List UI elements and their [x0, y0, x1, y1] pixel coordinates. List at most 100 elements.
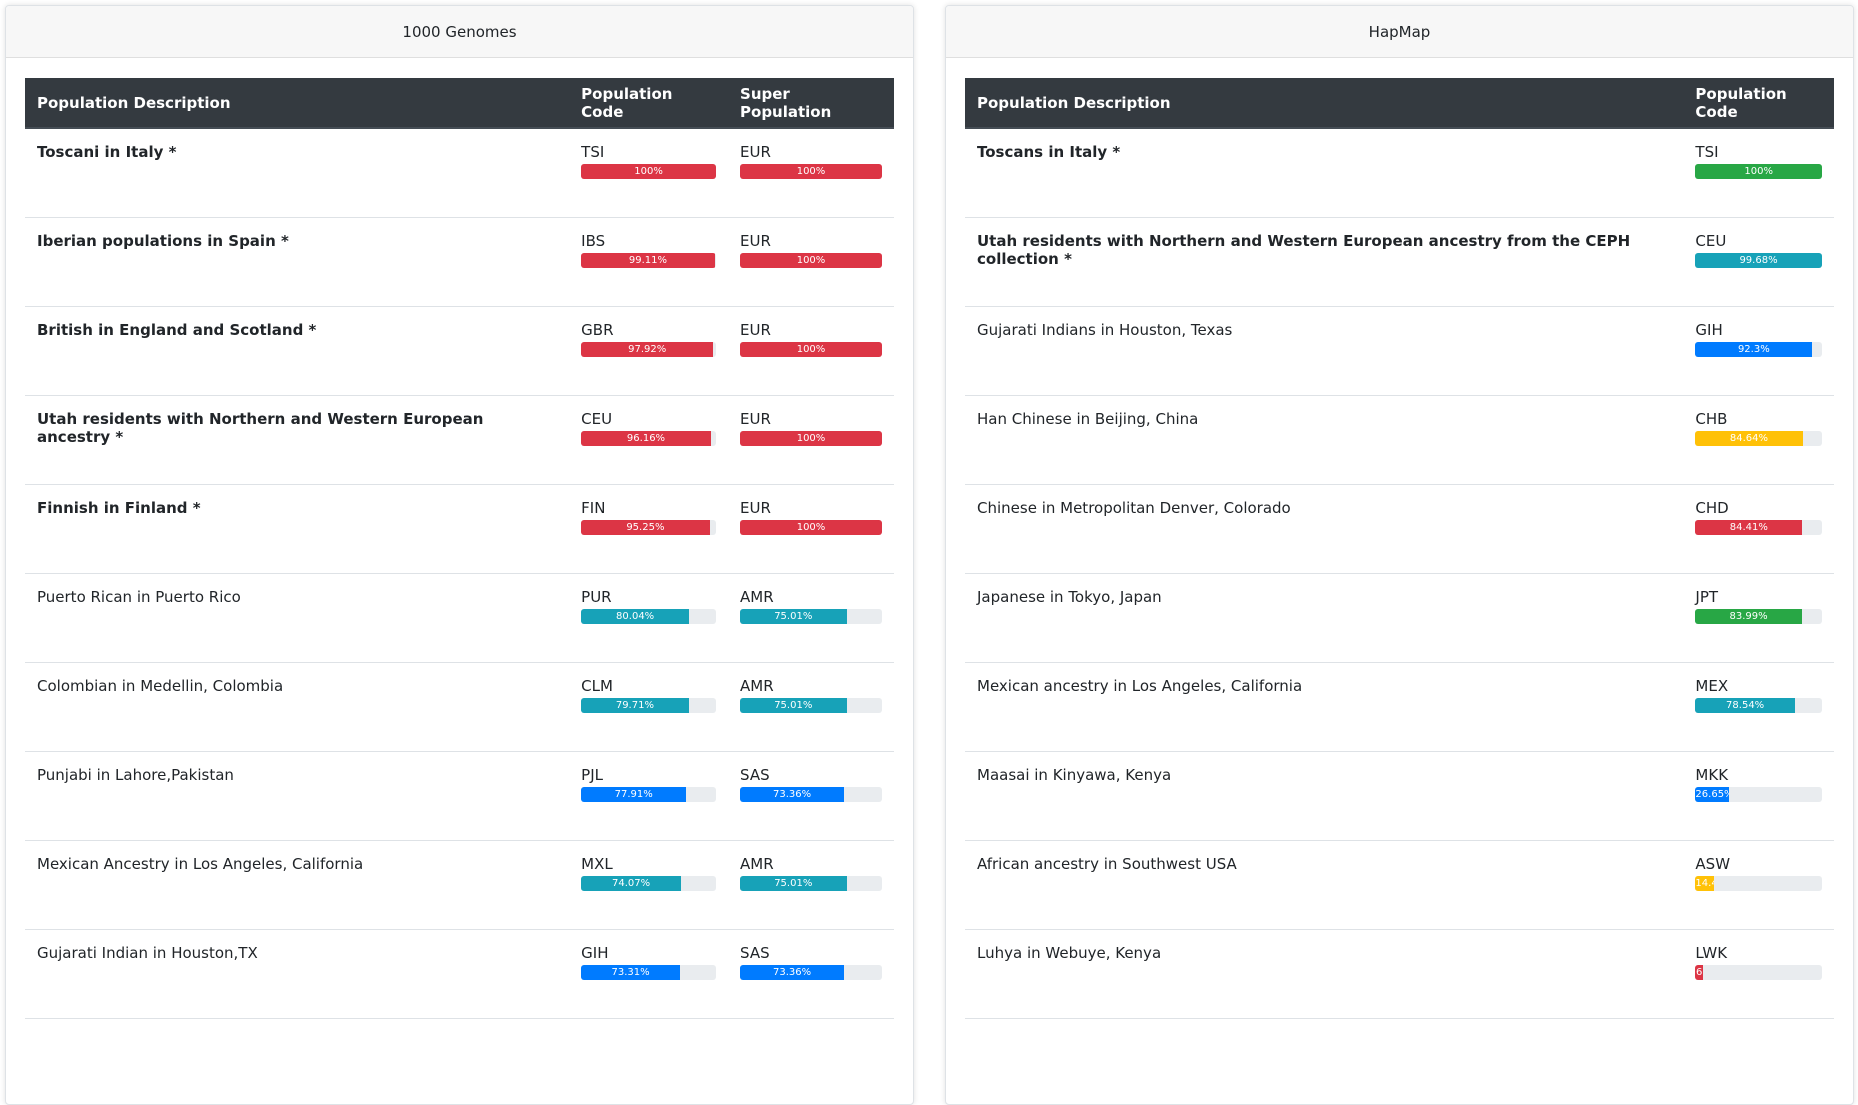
- match-progress-bar: 96.16%: [581, 430, 711, 446]
- match-progress-bar: 79.71%: [581, 697, 689, 713]
- panel-hapmap: HapMap Population Description Population…: [945, 5, 1854, 1105]
- table-row: Japanese in Tokyo, Japan JPT 83.99%: [965, 573, 1834, 663]
- match-progress-bar: 92.3%: [1695, 341, 1813, 357]
- population-code: GIH: [581, 943, 609, 962]
- match-progress-bar: 97.92%: [581, 341, 714, 357]
- population-code-cell: TSI 100%: [1683, 128, 1834, 218]
- population-code: CLM: [581, 676, 613, 695]
- match-progress-bar: 99.68%: [1695, 252, 1822, 268]
- population-code-cell: CEU 96.16%: [569, 395, 729, 485]
- match-progress: 78.54%: [1695, 697, 1822, 713]
- table-row: Toscani in Italy * TSI 100% EUR 100%: [25, 128, 894, 218]
- table-row: Colombian in Medellin, Colombia CLM 79.71%…: [25, 662, 894, 752]
- match-progress-bar: 75.01%: [740, 875, 847, 891]
- match-progress: 77.91%: [581, 786, 717, 802]
- match-progress: 100%: [740, 430, 882, 446]
- super-population-code: EUR: [740, 498, 771, 517]
- population-description: Han Chinese in Beijing, China: [965, 395, 1684, 485]
- match-progress-bar: 100%: [740, 252, 882, 268]
- population-description: African ancestry in Southwest USA: [965, 840, 1684, 930]
- column-header-description[interactable]: Population Description: [965, 78, 1684, 129]
- population-code-cell: CHB 84.64%: [1683, 395, 1834, 485]
- population-code-cell: JPT 83.99%: [1683, 573, 1834, 663]
- table-row: British in England and Scotland * GBR 97.9…: [25, 306, 894, 396]
- population-description: Japanese in Tokyo, Japan: [965, 573, 1684, 663]
- match-progress: 100%: [740, 341, 882, 357]
- match-progress-bar: 100%: [740, 519, 882, 535]
- population-description: Gujarati Indian in Houston,TX: [25, 929, 570, 1019]
- super-population-code: EUR: [740, 231, 771, 250]
- population-code-cell: IBS 99.11%: [569, 217, 729, 307]
- population-code-cell: GBR 97.92%: [569, 306, 729, 396]
- match-progress-bar: 100%: [1695, 164, 1822, 179]
- population-description: Utah residents with Northern and Western…: [25, 395, 570, 485]
- super-population-code: EUR: [740, 143, 771, 161]
- match-progress: 26.65%: [1695, 786, 1822, 802]
- match-progress: 80.04%: [581, 608, 717, 624]
- population-code-cell: LWK 6: [1683, 929, 1834, 1019]
- match-progress: 96.16%: [581, 430, 717, 446]
- super-population-code: AMR: [740, 587, 774, 606]
- super-population-code: SAS: [740, 765, 770, 784]
- column-header-code[interactable]: Population Code: [1683, 78, 1834, 129]
- match-progress-bar: 95.25%: [581, 519, 710, 535]
- match-progress-bar: 100%: [740, 164, 882, 179]
- population-description: Gujarati Indians in Houston, Texas: [965, 306, 1684, 396]
- population-code: PUR: [581, 587, 612, 606]
- population-description: Mexican Ancestry in Los Angeles, Califor…: [25, 840, 570, 930]
- population-code: CHB: [1695, 409, 1728, 428]
- match-progress-bar: 84.41%: [1695, 519, 1803, 535]
- table-row: African ancestry in Southwest USA ASW 14.4: [965, 840, 1834, 930]
- table-row: Toscans in Italy * TSI 100%: [965, 128, 1834, 218]
- population-code-cell: ASW 14.4: [1683, 840, 1834, 930]
- population-code: CHD: [1695, 498, 1729, 517]
- super-population-code-cell: EUR 100%: [728, 128, 894, 218]
- match-progress-bar: 100%: [581, 164, 717, 179]
- match-progress: 84.64%: [1695, 430, 1822, 446]
- population-code: JPT: [1695, 587, 1719, 606]
- match-progress: 83.99%: [1695, 608, 1822, 624]
- match-progress: 75.01%: [740, 697, 882, 713]
- population-code: CEU: [581, 409, 613, 428]
- population-code: MXL: [581, 854, 613, 873]
- match-progress-bar: 6: [1695, 964, 1704, 980]
- table-row: Luhya in Webuye, Kenya LWK 6: [965, 929, 1834, 1019]
- population-code: PJL: [581, 765, 603, 784]
- match-progress-bar: 78.54%: [1695, 697, 1795, 713]
- super-population-code: AMR: [740, 676, 774, 695]
- panel-title: 1000 Genomes: [6, 6, 913, 58]
- population-code: LWK: [1695, 943, 1728, 962]
- match-progress-bar: 83.99%: [1695, 608, 1802, 624]
- super-population-code: AMR: [740, 854, 774, 873]
- table-row: Utah residents with Northern and Western…: [965, 217, 1834, 307]
- column-header-code[interactable]: Population Code: [569, 78, 729, 129]
- super-population-code-cell: EUR 100%: [728, 395, 894, 485]
- match-progress-bar: 26.65%: [1695, 786, 1730, 802]
- population-code: TSI: [581, 143, 605, 161]
- super-population-code-cell: SAS 73.36%: [728, 929, 894, 1019]
- population-description: Luhya in Webuye, Kenya: [965, 929, 1684, 1019]
- population-description: Iberian populations in Spain *: [25, 217, 570, 307]
- column-header-description[interactable]: Population Description: [25, 78, 570, 129]
- table-row: Puerto Rican in Puerto Rico PUR 80.04% AMR 7…: [25, 573, 894, 663]
- table-row: Mexican Ancestry in Los Angeles, Califor…: [25, 840, 894, 930]
- super-population-code: EUR: [740, 409, 771, 428]
- population-code-cell: MEX 78.54%: [1683, 662, 1834, 752]
- table-row: Han Chinese in Beijing, China CHB 84.64%: [965, 395, 1834, 485]
- population-code-cell: MKK 26.65%: [1683, 751, 1834, 841]
- table-row: Mexican ancestry in Los Angeles, Califor…: [965, 662, 1834, 752]
- population-description: Chinese in Metropolitan Denver, Colorado: [965, 484, 1684, 574]
- population-code: MEX: [1695, 676, 1729, 695]
- population-code-cell: GIH 92.3%: [1683, 306, 1834, 396]
- population-code-cell: CHD 84.41%: [1683, 484, 1834, 574]
- match-progress: 99.11%: [581, 252, 717, 268]
- population-code: MKK: [1695, 765, 1729, 784]
- population-code-cell: FIN 95.25%: [569, 484, 729, 574]
- column-header-super-population[interactable]: Super Population: [728, 78, 894, 129]
- match-progress: 100%: [740, 519, 882, 535]
- population-code: ASW: [1695, 854, 1731, 873]
- table-row: Gujarati Indian in Houston,TX GIH 73.31% SA…: [25, 929, 894, 1019]
- population-description: Mexican ancestry in Los Angeles, Califor…: [965, 662, 1684, 752]
- table-row: Chinese in Metropolitan Denver, Colorado…: [965, 484, 1834, 574]
- match-progress-bar: 99.11%: [581, 252, 715, 268]
